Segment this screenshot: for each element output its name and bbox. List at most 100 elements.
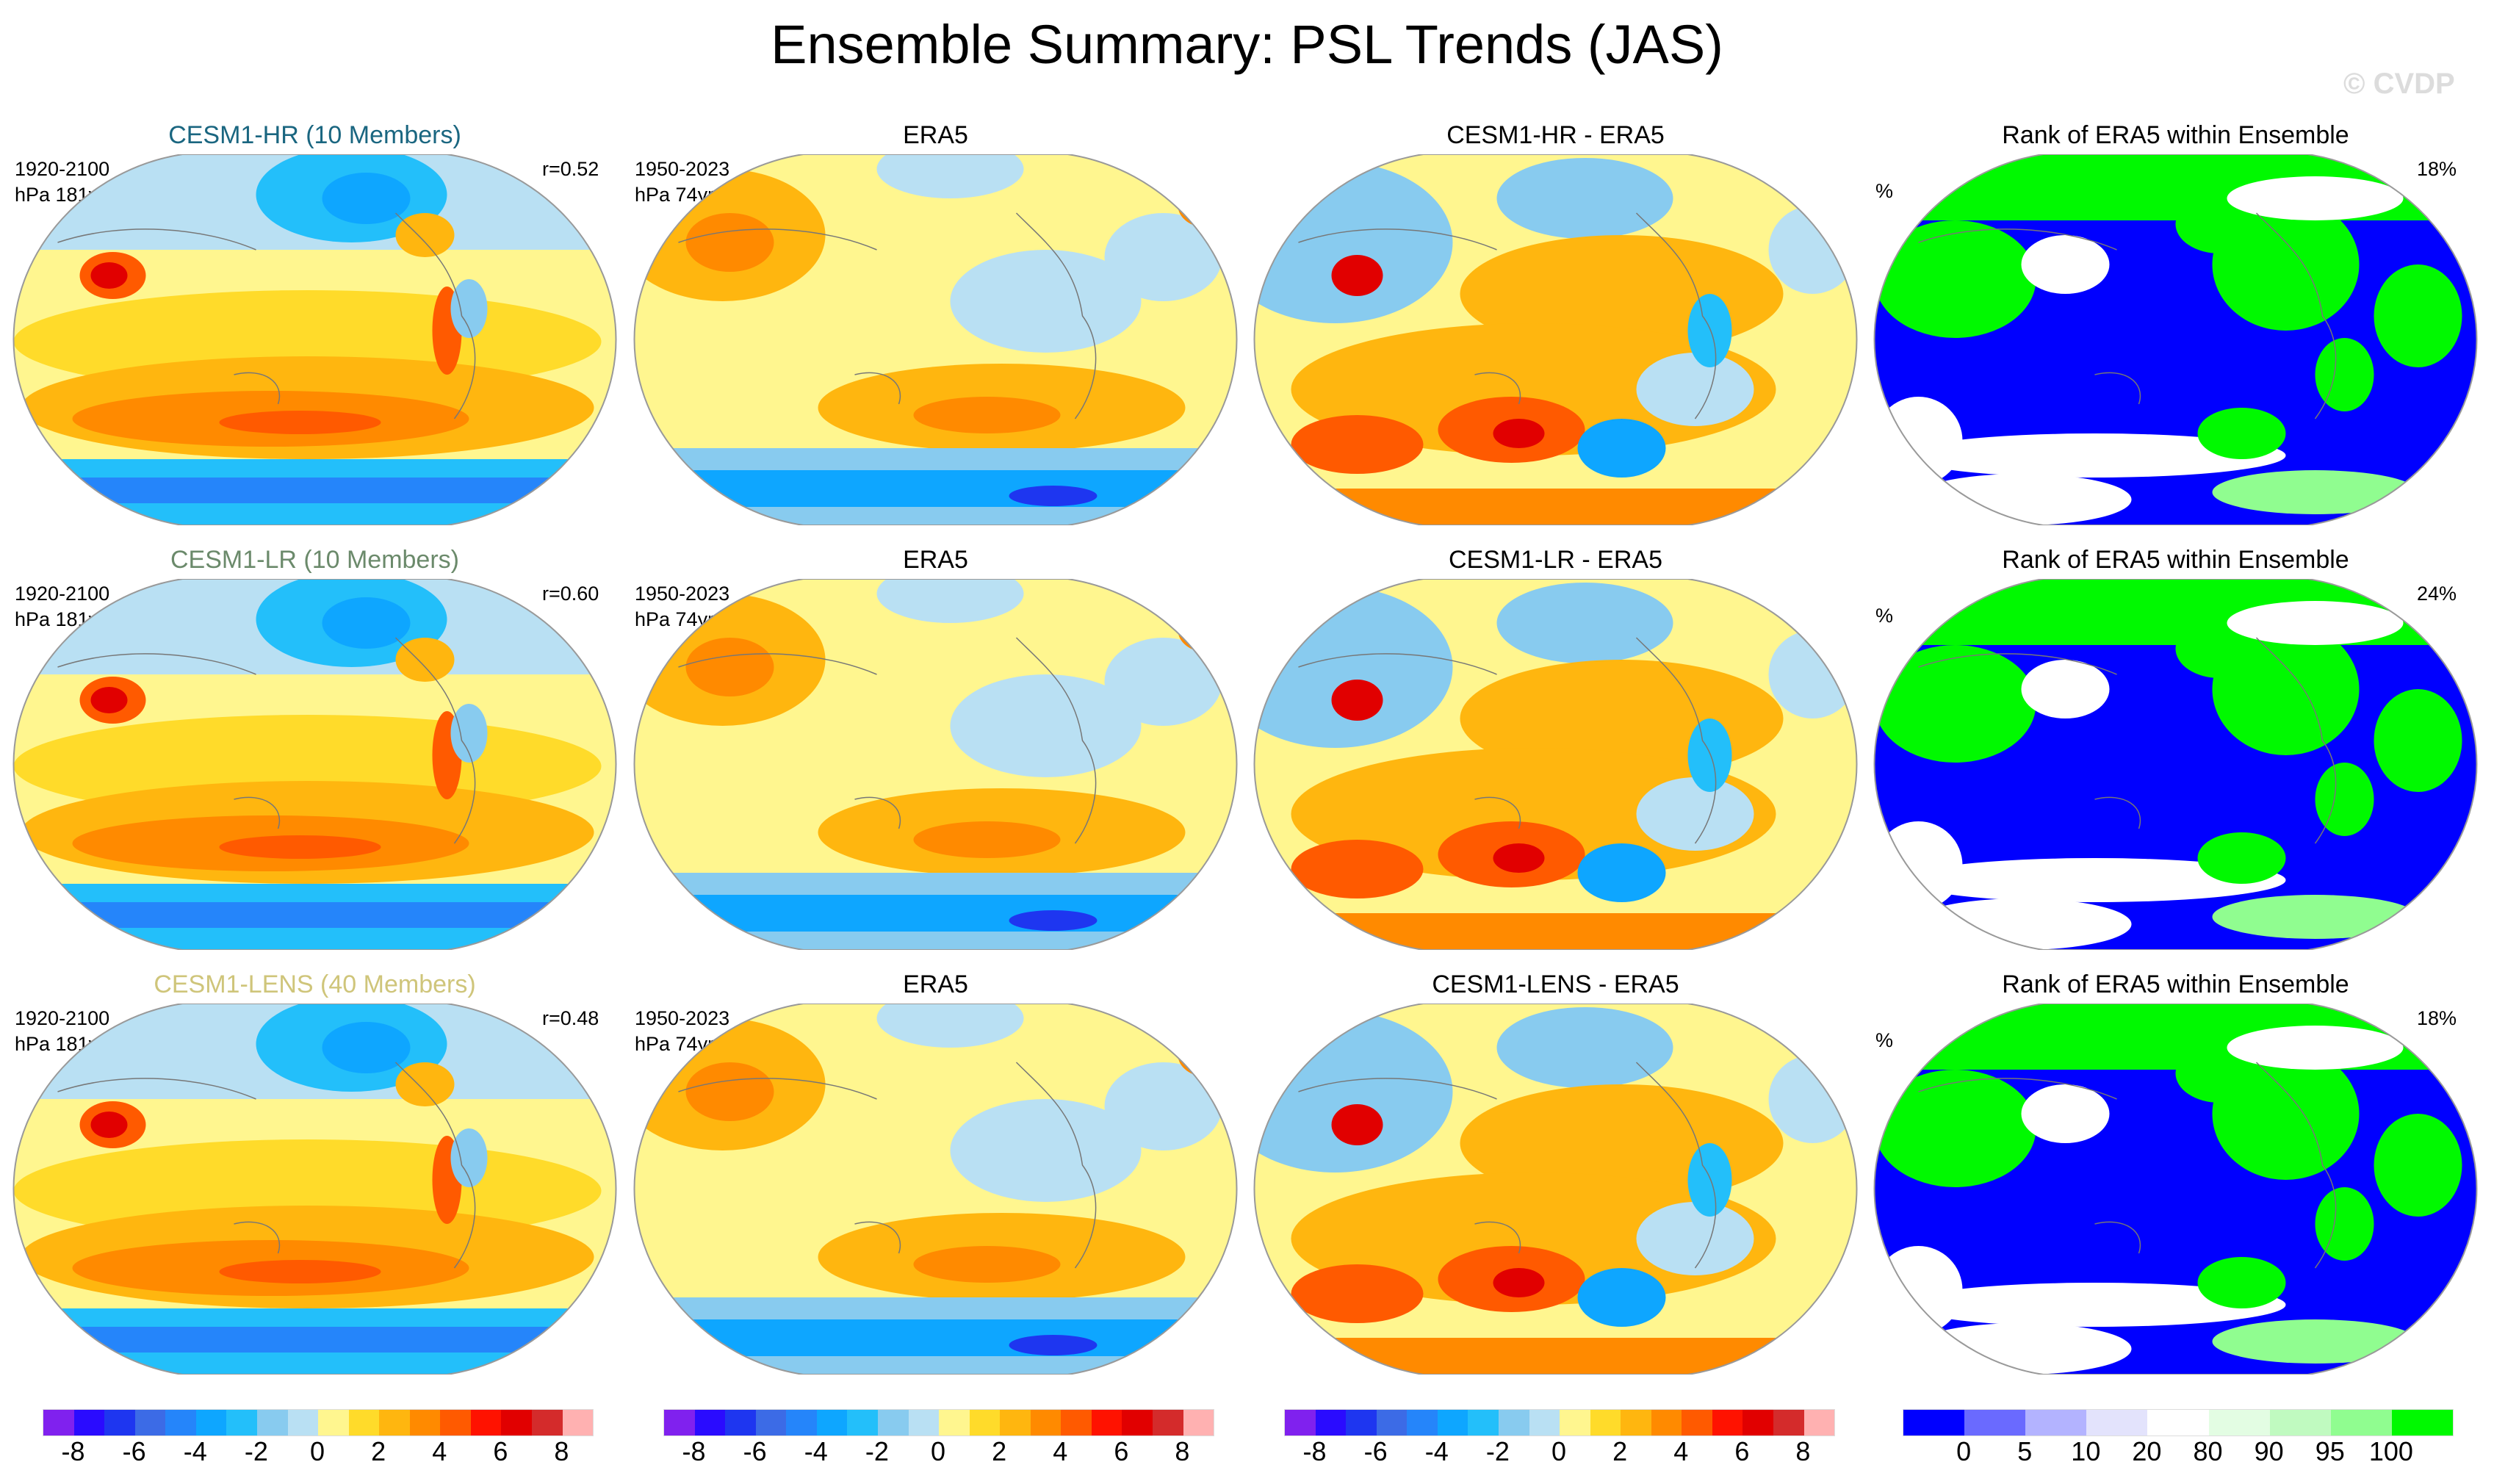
contour-region bbox=[1291, 415, 1424, 474]
contour-region bbox=[1291, 748, 1776, 880]
contour-region bbox=[90, 1112, 128, 1138]
colorbar-box bbox=[226, 1410, 257, 1436]
contour-region bbox=[1496, 158, 1673, 239]
colorbar-tick-label: 2 bbox=[1612, 1436, 1628, 1466]
model-panel-title: CESM1-LR (10 Members) bbox=[170, 546, 459, 574]
map-outline bbox=[1253, 579, 1858, 950]
contour-region bbox=[1636, 1202, 1754, 1275]
period: 1920-2100 bbox=[15, 158, 110, 180]
contour-region bbox=[1768, 1055, 1857, 1143]
contour-region bbox=[876, 154, 1024, 198]
figure-title: Ensemble Summary: PSL Trends (JAS) bbox=[771, 14, 1723, 75]
contour-region bbox=[1254, 1338, 1857, 1375]
rank-map bbox=[1873, 1004, 2478, 1375]
contour-region bbox=[1636, 353, 1754, 426]
colorbar-box bbox=[786, 1410, 817, 1436]
contour-region bbox=[2212, 470, 2418, 514]
contour-region bbox=[2315, 338, 2374, 411]
diff-panel-title: CESM1-LR - ERA5 bbox=[1449, 546, 1662, 574]
map-outline bbox=[633, 579, 1238, 950]
rank-unit-label: % bbox=[1875, 180, 1894, 202]
period: 1950-2023 bbox=[635, 158, 730, 180]
contour-region bbox=[219, 835, 381, 859]
coastline bbox=[678, 1062, 1097, 1269]
coastline bbox=[57, 212, 476, 419]
rank-unit-label: % bbox=[1875, 1029, 1894, 1051]
colorbar-tick-label: 4 bbox=[1673, 1436, 1689, 1466]
contour-region bbox=[1577, 1268, 1666, 1327]
map-outline bbox=[633, 154, 1238, 525]
colorbar bbox=[1284, 1409, 1835, 1436]
contour-region bbox=[2021, 1084, 2110, 1143]
colorbar-tick-label: 8 bbox=[1795, 1436, 1811, 1466]
coastline bbox=[1298, 637, 1717, 844]
colorbar-box bbox=[104, 1410, 135, 1436]
contour-region bbox=[1104, 213, 1222, 301]
colorbar-tick-label: 8 bbox=[1175, 1436, 1190, 1466]
colorbar-box bbox=[43, 1410, 74, 1436]
colorbar-tick-label: -8 bbox=[1302, 1436, 1327, 1466]
contour-region bbox=[2227, 601, 2404, 645]
colorbar-box bbox=[2330, 1410, 2392, 1436]
coastline bbox=[1298, 212, 1717, 419]
contour-region bbox=[2315, 763, 2374, 836]
contour-region bbox=[1291, 1264, 1424, 1323]
contour-region bbox=[1903, 433, 2286, 478]
colorbar-box bbox=[2025, 1410, 2087, 1436]
colorbar bbox=[663, 1409, 1214, 1436]
diff-panel-title: CESM1-LENS - ERA5 bbox=[1432, 970, 1679, 998]
colorbar-tick-label: 0 bbox=[1956, 1436, 1972, 1466]
map-outline bbox=[633, 1004, 1238, 1375]
colorbar-tick-label: -4 bbox=[804, 1436, 828, 1466]
colorbar-tick-label: 6 bbox=[493, 1436, 508, 1466]
contour-region bbox=[1496, 1007, 1673, 1088]
contour-region bbox=[450, 704, 488, 763]
contour-region bbox=[2227, 1026, 2404, 1070]
colorbar-box bbox=[1803, 1410, 1835, 1436]
colorbar-box bbox=[1651, 1410, 1682, 1436]
colorbar-box bbox=[165, 1410, 196, 1436]
contour-region bbox=[685, 213, 774, 272]
contour-region bbox=[1178, 184, 1237, 228]
contour-region bbox=[2374, 1114, 2462, 1217]
contour-region bbox=[2021, 235, 2110, 294]
coastline bbox=[1298, 1062, 1717, 1269]
model-panel-title: CESM1-HR (10 Members) bbox=[168, 121, 461, 149]
contour-region bbox=[1254, 489, 1857, 525]
colorbar-labels: -8 -6 -4 -2 0 2 4 6 8 bbox=[663, 1436, 1213, 1466]
colorbar-tick-label: -8 bbox=[682, 1436, 706, 1466]
pattern-correlation: r=0.60 bbox=[542, 583, 599, 605]
map-outline bbox=[12, 154, 617, 525]
colorbar-tick-label: -2 bbox=[865, 1436, 889, 1466]
colorbar-box bbox=[1315, 1410, 1347, 1436]
contour-region bbox=[1687, 718, 1732, 792]
contour-region bbox=[1874, 821, 1963, 910]
contour-region bbox=[219, 411, 381, 434]
colorbar-box bbox=[847, 1410, 878, 1436]
contour-region bbox=[1009, 1335, 1098, 1355]
contour-region bbox=[1493, 1268, 1545, 1297]
contour-region bbox=[1331, 1104, 1383, 1145]
contour-region bbox=[634, 1319, 1237, 1356]
contour-region bbox=[322, 1022, 411, 1073]
colorbar-tick-label: -6 bbox=[1363, 1436, 1388, 1466]
colorbar-tick-label: 2 bbox=[371, 1436, 386, 1466]
contour-region bbox=[1496, 583, 1673, 663]
map-outline bbox=[1873, 154, 2478, 525]
coastline bbox=[1918, 212, 2337, 419]
obs-map bbox=[633, 579, 1238, 950]
contour-region bbox=[2374, 264, 2462, 367]
colorbar-box bbox=[379, 1410, 410, 1436]
period: 1920-2100 bbox=[15, 583, 110, 605]
colorbar-box bbox=[1712, 1410, 1743, 1436]
contour-region bbox=[950, 674, 1142, 777]
colorbar-box bbox=[287, 1410, 319, 1436]
colorbar-box bbox=[1621, 1410, 1651, 1436]
contour-region bbox=[1493, 419, 1545, 448]
colorbar-box bbox=[755, 1410, 787, 1436]
colorbar-tick-label: 90 bbox=[2254, 1436, 2284, 1466]
contour-region bbox=[913, 821, 1061, 858]
colorbar-tick-label: -6 bbox=[743, 1436, 767, 1466]
rank-panel-title: Rank of ERA5 within Ensemble bbox=[2002, 970, 2349, 998]
colorbar-box bbox=[877, 1410, 909, 1436]
